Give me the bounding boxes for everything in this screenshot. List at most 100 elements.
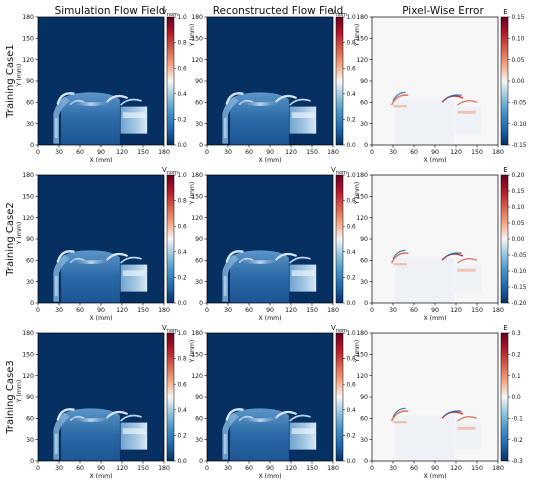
colorbar-tick-label: 0.8	[178, 41, 188, 47]
flow-heatmap	[205, 173, 335, 305]
panel-r2-c2: 0 30 60 90 120 150 180 0 30 60 90 120 150 180 X (mm) Y …	[189, 166, 356, 322]
colorbar-tick-label: 1.0	[347, 331, 357, 337]
colorbar-tick-label: 0.2	[347, 118, 357, 124]
colorbar-label: Vnom	[162, 8, 178, 18]
x-axis-label: X (mm)	[89, 157, 112, 164]
y-tick-label: 60	[195, 416, 203, 423]
x-tick-label: 60	[245, 149, 253, 156]
colorbar-tick-label: 0.8	[347, 41, 357, 47]
x-tick-label: 180	[327, 465, 339, 472]
y-tick-label: 0	[30, 142, 34, 149]
colorbar-tick-label: -0.2	[512, 438, 524, 444]
x-tick-label: 120	[450, 149, 462, 156]
y-tick-label: 90	[360, 394, 368, 401]
colorbar-tick-label: 0.8	[178, 357, 188, 363]
colorbar-tick-label: 0.6	[347, 224, 357, 230]
y-tick-label: 150	[191, 352, 203, 359]
y-tick-label: 90	[195, 78, 203, 85]
y-tick-label: 150	[356, 36, 368, 43]
x-tick-label: 0	[205, 149, 209, 156]
colorbar-tick-label: -0.15	[512, 285, 527, 291]
colorbar-tick-label: 0.05	[512, 221, 525, 227]
colorbar-label: E	[503, 166, 507, 174]
y-axis-label: Y (mm)	[189, 340, 196, 364]
y-axis-label: Y (mm)	[189, 24, 196, 48]
y-axis-label: Y (mm)	[354, 182, 361, 206]
y-tick-label: 60	[360, 258, 368, 265]
colorbar-tick-label: 0.4	[178, 408, 188, 414]
y-tick-label: 0	[199, 142, 203, 149]
colorbar-tick-label: 1.0	[347, 15, 357, 21]
colorbar-tick-label: 0.8	[178, 199, 188, 205]
error-heatmap	[371, 332, 499, 462]
x-tick-label: 150	[471, 465, 483, 472]
panel-r3-c3: 0 30 60 90 120 150 180 0 30 60 90 120 150 180 X (mm) Y …	[354, 324, 523, 480]
row-label-case2: Training Case2	[5, 202, 16, 276]
x-tick-label: 120	[116, 465, 128, 472]
colorbar-tick-label: 0.0	[347, 301, 357, 307]
panel-r2-c1: 0 30 60 90 120 150 180 0 30 60 90 120 150 180 X (mm) Y …	[16, 166, 187, 322]
x-tick-label: 0	[370, 307, 374, 314]
x-tick-label: 150	[137, 465, 149, 472]
colorbar-tick-label: 0.2	[347, 276, 357, 282]
y-tick-label: 180	[22, 14, 34, 21]
x-tick-label: 30	[389, 307, 397, 314]
x-tick-label: 120	[116, 149, 128, 156]
x-tick-label: 90	[266, 149, 274, 156]
x-tick-label: 0	[205, 465, 209, 472]
y-tick-label: 180	[356, 172, 368, 179]
y-tick-label: 120	[356, 215, 368, 222]
colorbar-tick-label: 0.00	[512, 79, 525, 85]
x-tick-label: 180	[158, 149, 170, 156]
x-tick-label: 180	[492, 465, 504, 472]
y-tick-label: 0	[30, 458, 34, 465]
y-tick-label: 90	[360, 236, 368, 243]
y-tick-label: 90	[26, 236, 34, 243]
x-tick-label: 150	[137, 149, 149, 156]
x-tick-label: 90	[97, 307, 105, 314]
y-axis-label: Y (mm)	[354, 24, 361, 48]
x-tick-label: 0	[36, 465, 40, 472]
colorbar-tick-label: 0.0	[512, 395, 522, 401]
flow-heatmap	[36, 15, 166, 147]
x-tick-label: 150	[471, 149, 483, 156]
colorbar-tick-label: 0.8	[347, 199, 357, 205]
x-axis-label: X (mm)	[258, 157, 281, 164]
y-axis-label: Y (mm)	[16, 380, 23, 404]
x-tick-label: 60	[410, 465, 418, 472]
flow-heatmap	[205, 331, 335, 463]
colorbar-tick-label: -0.3	[512, 459, 524, 465]
y-tick-label: 180	[22, 172, 34, 179]
x-tick-label: 30	[224, 307, 232, 314]
x-tick-label: 150	[306, 307, 318, 314]
y-tick-label: 180	[191, 14, 203, 21]
colorbar-tick-label: 0.2	[512, 352, 522, 358]
colorbar-tick-label: 0.6	[347, 382, 357, 388]
x-tick-label: 120	[285, 465, 297, 472]
y-tick-label: 0	[364, 458, 368, 465]
x-tick-label: 120	[285, 149, 297, 156]
y-tick-label: 150	[356, 194, 368, 201]
y-tick-label: 150	[191, 194, 203, 201]
x-tick-label: 60	[410, 307, 418, 314]
colorbar-tick-label: -0.05	[512, 253, 527, 259]
x-tick-label: 180	[327, 307, 339, 314]
colorbar-tick-label: -0.20	[512, 301, 527, 307]
row-label-case1: Training Case1	[5, 44, 16, 118]
x-axis-label: X (mm)	[423, 315, 446, 322]
x-tick-label: 60	[76, 307, 84, 314]
x-tick-label: 180	[158, 465, 170, 472]
y-tick-label: 150	[356, 352, 368, 359]
column-title-error: Pixel-Wise Error	[402, 5, 484, 17]
colorbar-tick-label: 0.2	[178, 118, 188, 124]
y-tick-label: 150	[22, 36, 34, 43]
x-tick-label: 30	[55, 307, 63, 314]
error-colorbar: -0.15 -0.10 -0.05 0.00 0.05 0.10 0.15 E	[500, 8, 527, 149]
x-tick-label: 30	[55, 149, 63, 156]
column-title-reconstructed: Reconstructed Flow Field	[213, 5, 344, 17]
y-tick-label: 180	[22, 330, 34, 337]
colorbar-tick-label: -0.10	[512, 269, 527, 275]
